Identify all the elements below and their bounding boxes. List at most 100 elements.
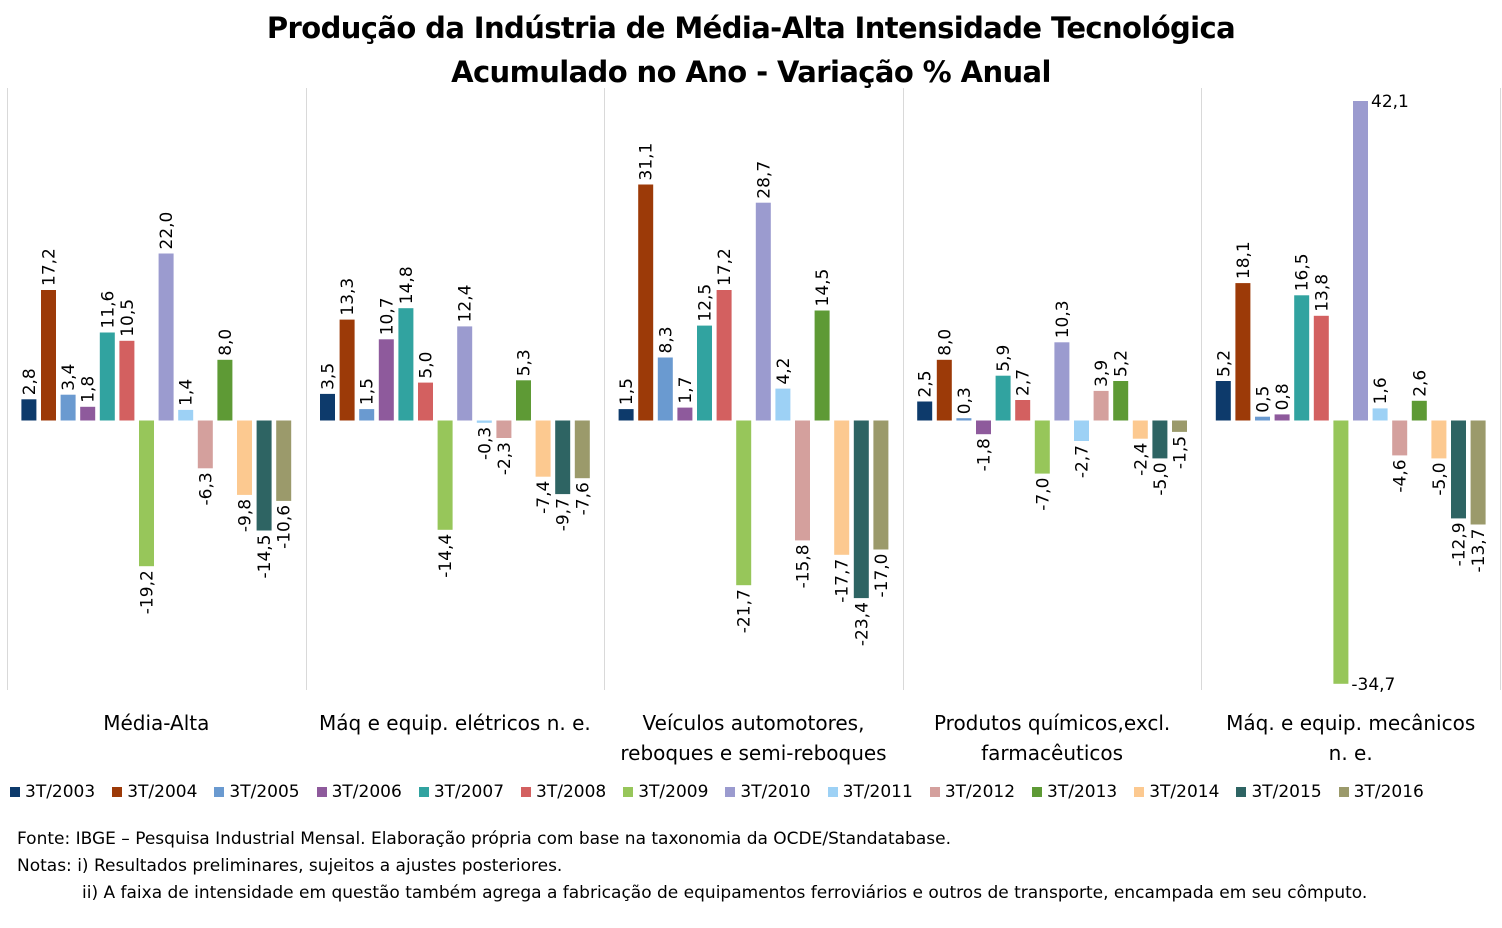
bar: [1235, 283, 1251, 421]
data-label: 12,5: [696, 284, 716, 322]
bar: [1313, 315, 1329, 421]
bar: [917, 401, 933, 421]
chart-title-line2: Acumulado no Ano - Variação % Anual: [451, 55, 1051, 89]
data-label: 11,6: [98, 291, 118, 329]
category-label: n. e.: [1329, 741, 1373, 765]
legend-item: 3T/2006: [316, 782, 402, 802]
data-label: -7,0: [1033, 478, 1053, 511]
note-2: ii) A faixa de intensidade em questão ta…: [82, 883, 1368, 903]
data-label: 10,5: [118, 299, 138, 337]
category-label: reboques e semi-reboques: [620, 741, 886, 765]
data-label: 17,2: [40, 248, 60, 286]
data-label: 1,5: [617, 378, 637, 405]
bar: [1372, 408, 1388, 421]
legend-item: 3T/2015: [1236, 782, 1322, 802]
data-label: 1,4: [177, 379, 197, 406]
bar: [41, 290, 56, 421]
legend-swatch: [1032, 787, 1043, 797]
data-label: 28,7: [754, 161, 774, 199]
data-label: -14,5: [255, 535, 275, 579]
bar: [1294, 295, 1310, 421]
legend-item: 3T/2013: [1032, 782, 1117, 802]
legend-swatch: [725, 787, 736, 797]
bar: [437, 420, 453, 530]
bar: [119, 340, 135, 421]
legend-swatch: [10, 787, 20, 797]
category-label: Veículos automotores,: [643, 711, 865, 735]
bar: [834, 420, 850, 555]
legend-label: 3T/2004: [127, 782, 198, 802]
legend-label: 3T/2016: [1353, 782, 1424, 802]
legend-item: 3T/2003: [10, 782, 95, 802]
source-note: Fonte: IBGE – Pesquisa Industrial Mensal…: [17, 829, 951, 849]
data-label: 10,3: [1053, 300, 1073, 338]
data-label: 10,7: [377, 297, 397, 335]
bar: [476, 420, 492, 423]
legend-swatch: [521, 787, 532, 797]
legend-label: 3T/2011: [842, 782, 913, 802]
chart-title: Produção da Indústria de Média-Alta Inte…: [0, 6, 1502, 94]
bar: [1470, 420, 1486, 525]
bar: [555, 420, 571, 495]
bar: [1333, 420, 1349, 684]
legend-swatch: [827, 787, 838, 797]
legend-swatch: [214, 787, 225, 797]
data-label: 0,5: [1254, 386, 1274, 413]
legend-item: 3T/2016: [1338, 782, 1424, 802]
chart-notes: Fonte: IBGE – Pesquisa Industrial Mensal…: [17, 826, 1367, 907]
bar: [775, 388, 791, 421]
bar: [936, 359, 952, 421]
data-label: 0,8: [1273, 383, 1293, 410]
category-label: Máq. e equip. mecânicos: [1226, 711, 1475, 735]
bar: [237, 420, 252, 495]
bar: [1034, 420, 1050, 474]
data-label: 13,8: [1312, 274, 1332, 312]
data-label: 0,3: [955, 387, 975, 414]
legend-item: 3T/2005: [214, 782, 300, 802]
bar: [995, 375, 1011, 421]
bar: [535, 420, 551, 477]
data-label: 5,0: [417, 352, 437, 379]
bar: [1015, 400, 1031, 421]
category-label: Máq e equip. elétricos n. e.: [319, 711, 591, 735]
legend-swatch: [1236, 787, 1247, 797]
legend-label: 3T/2012: [944, 782, 1016, 802]
bar: [716, 290, 732, 421]
bar: [1132, 420, 1148, 439]
data-label: 17,2: [715, 248, 735, 286]
legend-label: 3T/2010: [740, 782, 811, 802]
bar: [359, 409, 375, 421]
data-label: -9,7: [554, 498, 574, 531]
bar: [1093, 390, 1109, 421]
legend-label: 3T/2007: [433, 782, 505, 802]
bar-chart: 2,8 17,2 3,4 1,8 11,6 10,5 -19,2 22,0 1,4 -6,3 8,0…: [7, 88, 1501, 765]
bar: [21, 399, 37, 421]
legend-swatch: [112, 787, 123, 797]
bar: [99, 332, 115, 421]
data-label: 1,8: [79, 376, 99, 403]
bar: [755, 202, 771, 421]
legend-swatch: [418, 787, 429, 797]
data-label: -9,8: [236, 499, 256, 532]
data-label: 31,1: [637, 143, 657, 181]
data-label: -23,4: [852, 602, 872, 646]
data-label: 3,4: [59, 364, 79, 391]
data-label: 22,0: [157, 212, 177, 250]
chart-title-line1: Produção da Indústria de Média-Alta Inte…: [266, 11, 1236, 45]
data-label: 13,3: [338, 278, 358, 316]
legend-label: 3T/2003: [25, 782, 96, 802]
data-label: 2,6: [1410, 370, 1430, 397]
data-label: 5,2: [1214, 350, 1234, 377]
bar: [276, 420, 292, 501]
data-label: -12,9: [1450, 522, 1470, 566]
data-label: 14,5: [813, 269, 833, 307]
legend-item: 3T/2011: [827, 782, 913, 802]
legend-swatch: [1338, 787, 1349, 797]
legend-swatch: [1134, 787, 1145, 797]
bar: [80, 406, 96, 421]
bar: [873, 420, 889, 550]
bar: [158, 253, 174, 421]
category-label: farmacêuticos: [981, 741, 1123, 765]
legend-item: 3T/2007: [418, 782, 505, 802]
data-label: 16,5: [1293, 253, 1313, 291]
